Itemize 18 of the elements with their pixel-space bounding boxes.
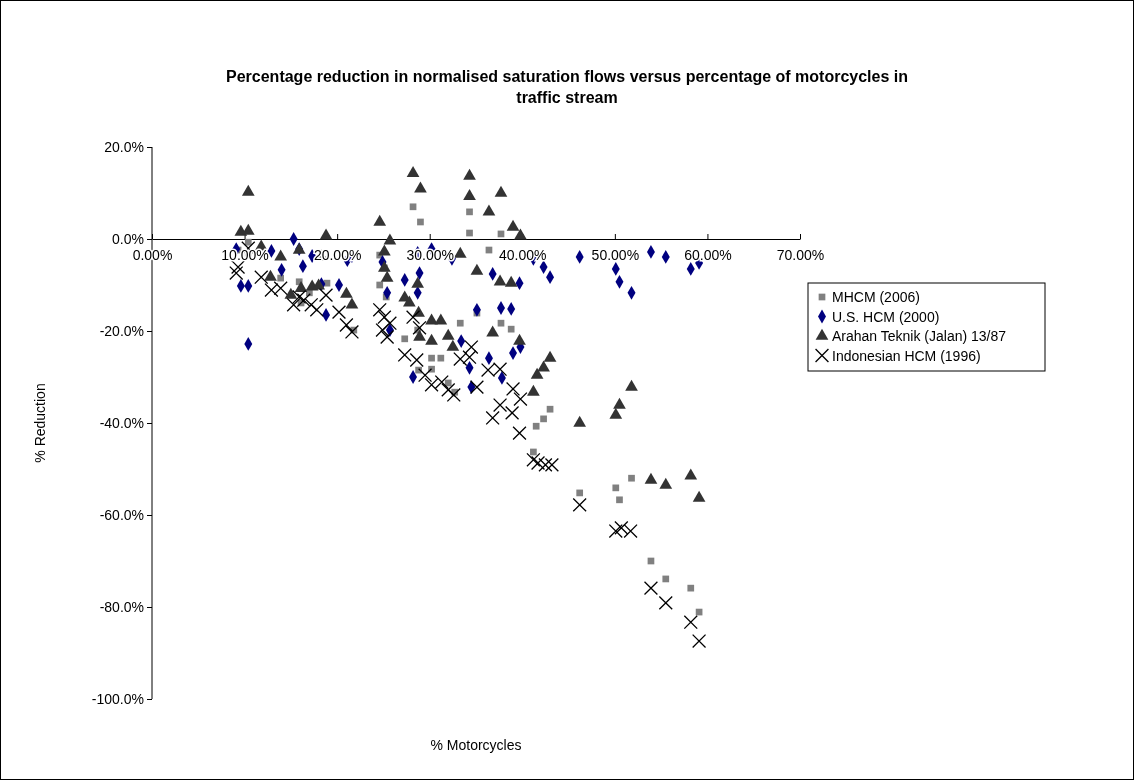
chart-title: Percentage reduction in normalised saturation flows versus percentage of motorcycles in traffic stream xyxy=(226,68,908,106)
y-tick-label: -80.0% xyxy=(99,598,144,615)
legend-label: Indonesian HCM (1996) xyxy=(832,347,981,364)
x-tick-label: 10.00% xyxy=(221,246,269,263)
y-tick-label: -20.0% xyxy=(99,322,144,339)
x-tick-label: 50.00% xyxy=(591,246,640,263)
legend-label: U.S. HCM (2000) xyxy=(832,308,940,325)
legend-label: Arahan Teknik (Jalan) 13/87 xyxy=(832,328,1007,344)
legend-label: MHCM (2006) xyxy=(832,289,920,305)
y-tick-label: 20.0% xyxy=(104,138,144,155)
x-tick-label: 70.00% xyxy=(776,246,825,263)
y-tick-label: 0.0% xyxy=(112,230,144,247)
y-tick-label: -100.0% xyxy=(91,690,144,707)
y-tick-label: -60.0% xyxy=(99,506,144,523)
y-axis-title: % Reduction xyxy=(32,383,48,463)
x-axis-title: % Motorcycles xyxy=(430,737,522,753)
x-tick-label: 60.00% xyxy=(684,246,732,263)
y-tick-label: -40.0% xyxy=(99,414,144,431)
